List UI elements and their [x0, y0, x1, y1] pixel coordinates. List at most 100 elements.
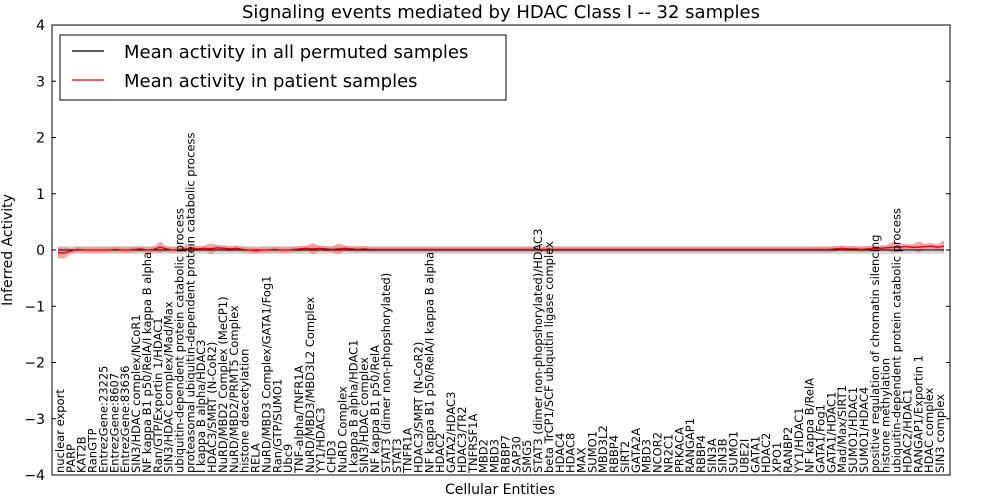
y-axis-label: Inferred Activity [0, 194, 16, 306]
entity-label: MBD2 [477, 439, 491, 473]
entity-label: GATA1 [748, 436, 762, 473]
entity-label: ubiquitin-dependent protein catabolic pr… [890, 208, 904, 473]
y-tick-label: 3 [36, 74, 45, 90]
entity-label: SIN3/HDAC complex/NCoR1 [129, 314, 143, 473]
entity-label: GATA2A [629, 428, 643, 473]
y-tick-label: −3 [24, 412, 45, 428]
entity-label: TNF-alpha/TNFR1A [292, 365, 306, 474]
entity-label: NR2C1 [661, 434, 675, 473]
entity-label: RELA [249, 443, 263, 473]
entity-label: HDAC4 [553, 433, 567, 473]
entity-label: HDAC2 [433, 433, 447, 473]
y-axis: 4 3 2 1 0 −1 −2 −3 −4 [24, 18, 950, 484]
entity-label: I kappa B alpha/HDAC3 [194, 340, 208, 473]
y-tick-label: −4 [24, 468, 45, 484]
entity-label: HDAC3/TR2 [455, 406, 469, 473]
entity-label: HDAC complex [922, 387, 936, 473]
entity-label: NuRD/MBD3 Complex/GATA1/Fog1 [259, 276, 273, 474]
entity-label: STAT3 [390, 438, 404, 473]
legend: Mean activity in all permuted samples Me… [59, 34, 507, 101]
entity-label: Ran/GTP/SUMO1 [270, 379, 284, 473]
entity-label: HDAC2/HDAC1 [900, 389, 914, 474]
entity-label: histone deacetylation [238, 349, 252, 473]
entity-label: Ran/GTP/Exportin 1/HDAC1 [151, 317, 165, 473]
entity-label: GATA1/Fog1 [814, 404, 828, 473]
entity-label: SIN3B [716, 438, 730, 473]
entity-label: ubiquitin-dependent protein catabolic pr… [173, 208, 187, 473]
legend-label-patient: Mean activity in patient samples [124, 71, 418, 92]
entity-label: GATA2/HDAC3 [444, 392, 458, 473]
entity-label: SAP30 [509, 436, 523, 473]
entity-label: NuRD/MBD3/MBD3L2 Complex [303, 297, 317, 473]
entity-label: RBBP4 [694, 435, 708, 473]
entity-label: PRKACA [672, 427, 686, 473]
entity-label: XPO1 [770, 442, 784, 473]
y-tick-label: 4 [36, 18, 45, 34]
entity-label: UBE2I [737, 439, 751, 473]
entity-label: SUMO1/HDAC4 [857, 387, 871, 473]
legend-box [59, 34, 507, 101]
entity-label: RANGAP1 [683, 418, 697, 473]
entity-label: NuRD/MBD2 Complex (MeCP1) [216, 296, 230, 473]
entity-label: histone methylation [879, 358, 893, 473]
entity-label: positive regulation of chromatin silenci… [868, 235, 882, 473]
x-axis-entity-labels: nuclear exportPARPKAT2BRanGTPEntrezGene:… [53, 132, 947, 474]
entity-label: I kappa B alpha/HDAC1 [346, 340, 360, 473]
y-tick-label: 1 [36, 187, 45, 203]
entity-label: Mad/Max/SIRT1 [835, 385, 849, 473]
entity-label: SIN3/HDAC complex [357, 357, 371, 473]
entity-label: NCOR2 [651, 432, 665, 473]
entity-label: STAT3 (dimer non-phopshorylated)/HDAC3 [531, 229, 545, 473]
entity-label: HDAC2 [759, 433, 773, 473]
y-tick-label: 0 [36, 243, 45, 259]
entity-label: SUMO1 [727, 431, 741, 473]
entity-label: nuclear export [53, 389, 67, 473]
chart-title: Signaling events mediated by HDAC Class … [242, 2, 760, 23]
entity-label: SIN3A [705, 438, 719, 473]
entity-label: PARP [64, 444, 78, 473]
y-tick-label: −2 [24, 356, 45, 372]
entity-label: EntrezGene:23225 [97, 366, 111, 473]
entity-label: RBBP7 [498, 435, 512, 473]
y-tick-label: 2 [36, 131, 45, 147]
entity-label: YY1/HDAC3 [314, 407, 328, 474]
entity-label: MAX [575, 447, 589, 473]
legend-label-permuted: Mean activity in all permuted samples [124, 42, 468, 63]
x-axis-label: Cellular Entities [445, 482, 555, 498]
entity-label: MBD3 [640, 439, 654, 473]
entity-label: KAT2B [75, 436, 89, 473]
entity-label: SUMO1/HDAC1 [846, 387, 860, 473]
entity-label: NF kappa B1 p50/RelA/I kappa B alpha [422, 252, 436, 473]
entity-label: beta TrCP1/SCF ubiquitin ligase complex [542, 241, 556, 473]
entity-label: proteasomal ubiquitin-dependent protein … [183, 132, 197, 473]
entity-label: SMG5 [520, 440, 534, 473]
entity-label: HDAC3/SMRT (N-CoR2) [412, 342, 426, 473]
entity-label: NF kappa B1 p50/RelA/I kappa B alpha [140, 252, 154, 473]
entity-label: Ubc9 [281, 444, 295, 473]
entity-label: SIN3 complex [933, 394, 947, 473]
entity-label: EntrezGene:83636 [118, 366, 132, 473]
entity-label: SIRT2 [618, 441, 632, 473]
entity-label: NF kappa B/RelA [803, 378, 817, 473]
entity-label: SUMO1 [585, 431, 599, 473]
y-tick-label: −1 [24, 299, 45, 315]
entity-label: RanGTP [86, 428, 100, 473]
entity-label: GATA1/HDAC1 [824, 392, 838, 473]
entity-label: NuRD/MBD2/PRMT5 Complex [227, 305, 241, 473]
entity-label: RBBP4 [607, 435, 621, 473]
entity-label: MBD3L2 [596, 425, 610, 473]
line-series-1 [58, 245, 945, 254]
entity-label: SIN3/HDAC complex/Mad/Max [162, 301, 176, 473]
series-lines [58, 245, 945, 254]
entity-label: HDAC8 [564, 433, 578, 473]
entity-label: TNFR1A [401, 427, 415, 474]
entity-label: RANGAP1/Exportin 1 [911, 355, 925, 473]
entity-label: RANBP2 [781, 427, 795, 473]
entity-label: MBD3 [488, 439, 502, 473]
entity-label: EntrezGene:8607 [107, 373, 121, 473]
entity-label: YY1/HDAC1 [792, 407, 806, 474]
entity-label: TNFRSF1A [466, 414, 480, 474]
entity-label: NuRD Complex [336, 386, 350, 473]
entity-label: HDAC3/SMRT (N-CoR2) [205, 342, 219, 473]
